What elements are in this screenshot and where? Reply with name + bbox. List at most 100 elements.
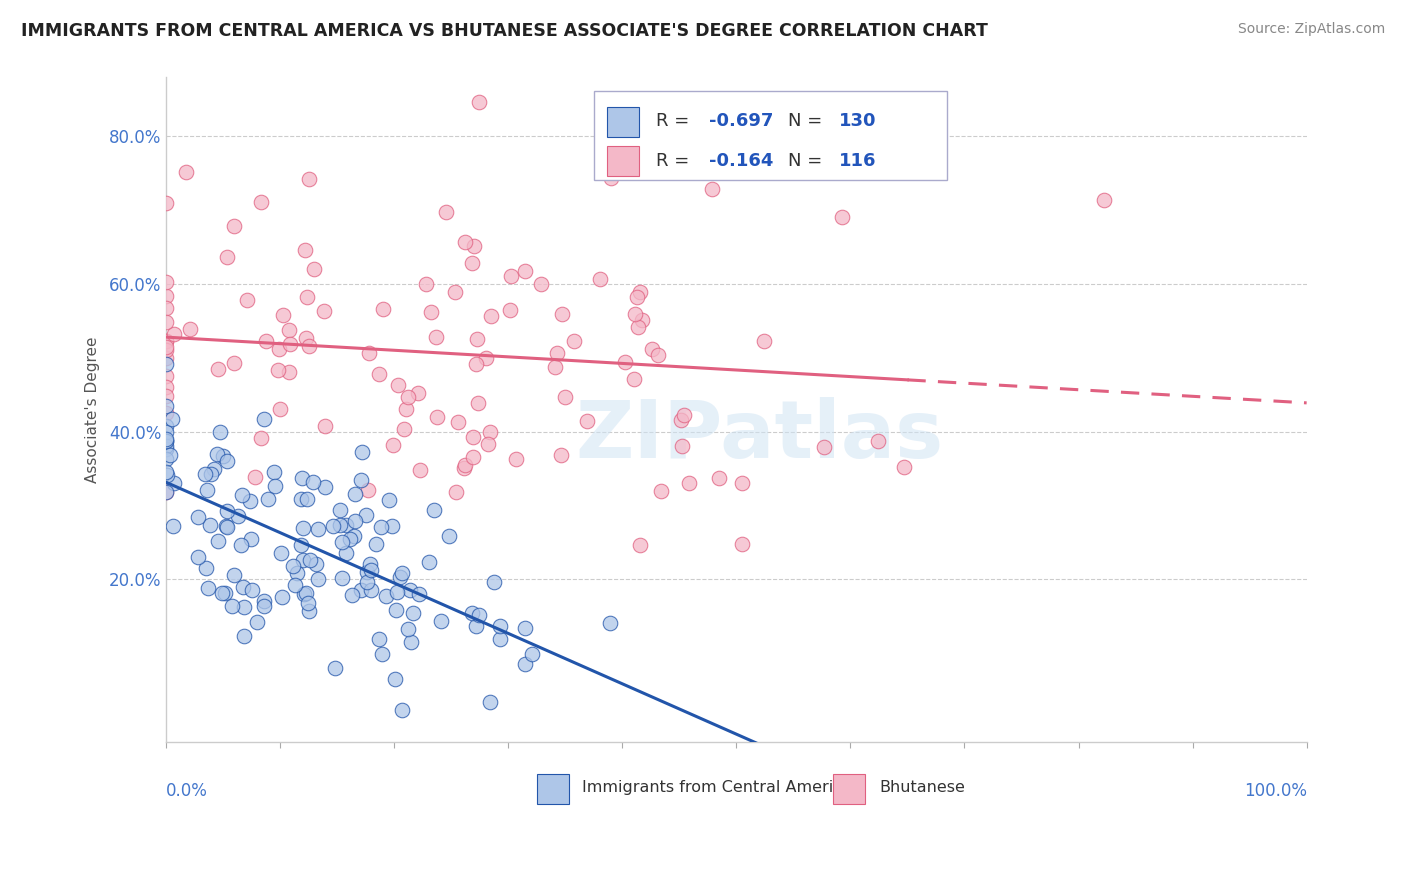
Point — [156, 467, 179, 482]
Point — [479, 425, 502, 439]
Point — [627, 320, 650, 334]
Point — [463, 430, 485, 444]
Point — [360, 563, 382, 577]
Point — [831, 210, 853, 224]
Point — [408, 587, 430, 601]
Point — [626, 290, 648, 304]
Point — [298, 604, 321, 618]
Point — [461, 450, 484, 464]
Point — [155, 334, 177, 348]
Point — [264, 479, 287, 493]
Point — [211, 586, 233, 600]
Point — [354, 508, 377, 522]
Point — [465, 358, 488, 372]
Point — [197, 581, 219, 595]
Point — [217, 504, 239, 518]
Point — [155, 340, 177, 354]
Point — [357, 346, 380, 360]
Point — [673, 408, 696, 422]
Point — [159, 448, 181, 462]
Point — [444, 285, 467, 299]
Point — [415, 277, 437, 291]
Point — [155, 368, 177, 383]
Point — [305, 557, 328, 571]
Point — [217, 250, 239, 264]
Point — [299, 553, 322, 567]
Point — [599, 171, 621, 186]
Point — [155, 343, 177, 358]
Point — [340, 588, 363, 602]
Text: Immigrants from Central America: Immigrants from Central America — [582, 780, 852, 795]
Point — [628, 285, 651, 299]
Point — [226, 508, 249, 523]
Point — [298, 172, 321, 186]
Point — [700, 182, 723, 196]
Point — [278, 323, 301, 337]
Point — [222, 219, 245, 233]
Point — [499, 269, 522, 284]
Point — [217, 519, 239, 533]
Point — [195, 483, 218, 498]
Point — [392, 422, 415, 436]
Point — [221, 599, 243, 613]
Point — [292, 553, 315, 567]
Point — [730, 475, 752, 490]
Point — [465, 332, 488, 346]
Point — [239, 494, 262, 508]
Point — [550, 448, 572, 462]
Point — [614, 355, 637, 369]
Point — [385, 603, 408, 617]
Point — [155, 301, 177, 315]
Point — [468, 95, 491, 109]
Point — [1092, 193, 1115, 207]
Text: N =: N = — [787, 152, 828, 170]
Text: -0.164: -0.164 — [709, 152, 773, 170]
Point — [374, 589, 396, 603]
Point — [330, 535, 353, 549]
Point — [505, 451, 527, 466]
Point — [368, 632, 391, 646]
Point — [396, 622, 419, 636]
Point — [271, 308, 294, 322]
Point — [339, 532, 361, 546]
Point — [479, 310, 502, 324]
Text: 0.0%: 0.0% — [166, 781, 208, 799]
Point — [155, 434, 177, 448]
Point — [546, 346, 568, 360]
Point — [294, 243, 316, 257]
Point — [330, 571, 353, 585]
Point — [399, 635, 422, 649]
Point — [211, 449, 233, 463]
Point — [187, 510, 209, 524]
Point — [277, 365, 299, 379]
Point — [437, 529, 460, 543]
Point — [292, 521, 315, 535]
Point — [554, 390, 576, 404]
Point — [513, 621, 536, 635]
Point — [623, 372, 645, 386]
Point — [208, 425, 231, 440]
Point — [187, 550, 209, 565]
Point — [356, 574, 378, 589]
Point — [893, 460, 915, 475]
Text: 130: 130 — [839, 112, 876, 130]
Point — [520, 647, 543, 661]
Point — [194, 467, 217, 481]
Point — [394, 401, 416, 416]
Point — [730, 537, 752, 551]
Point — [461, 256, 484, 270]
Point — [307, 522, 329, 536]
Point — [304, 261, 326, 276]
Point — [205, 447, 228, 461]
Point — [256, 491, 278, 506]
Point — [479, 695, 502, 709]
Point — [278, 337, 301, 351]
Point — [232, 629, 254, 643]
Point — [384, 672, 406, 686]
Point — [464, 618, 486, 632]
Point — [253, 599, 276, 613]
Point — [155, 432, 177, 446]
Point — [425, 330, 447, 344]
Point — [382, 438, 405, 452]
Point — [434, 205, 457, 219]
